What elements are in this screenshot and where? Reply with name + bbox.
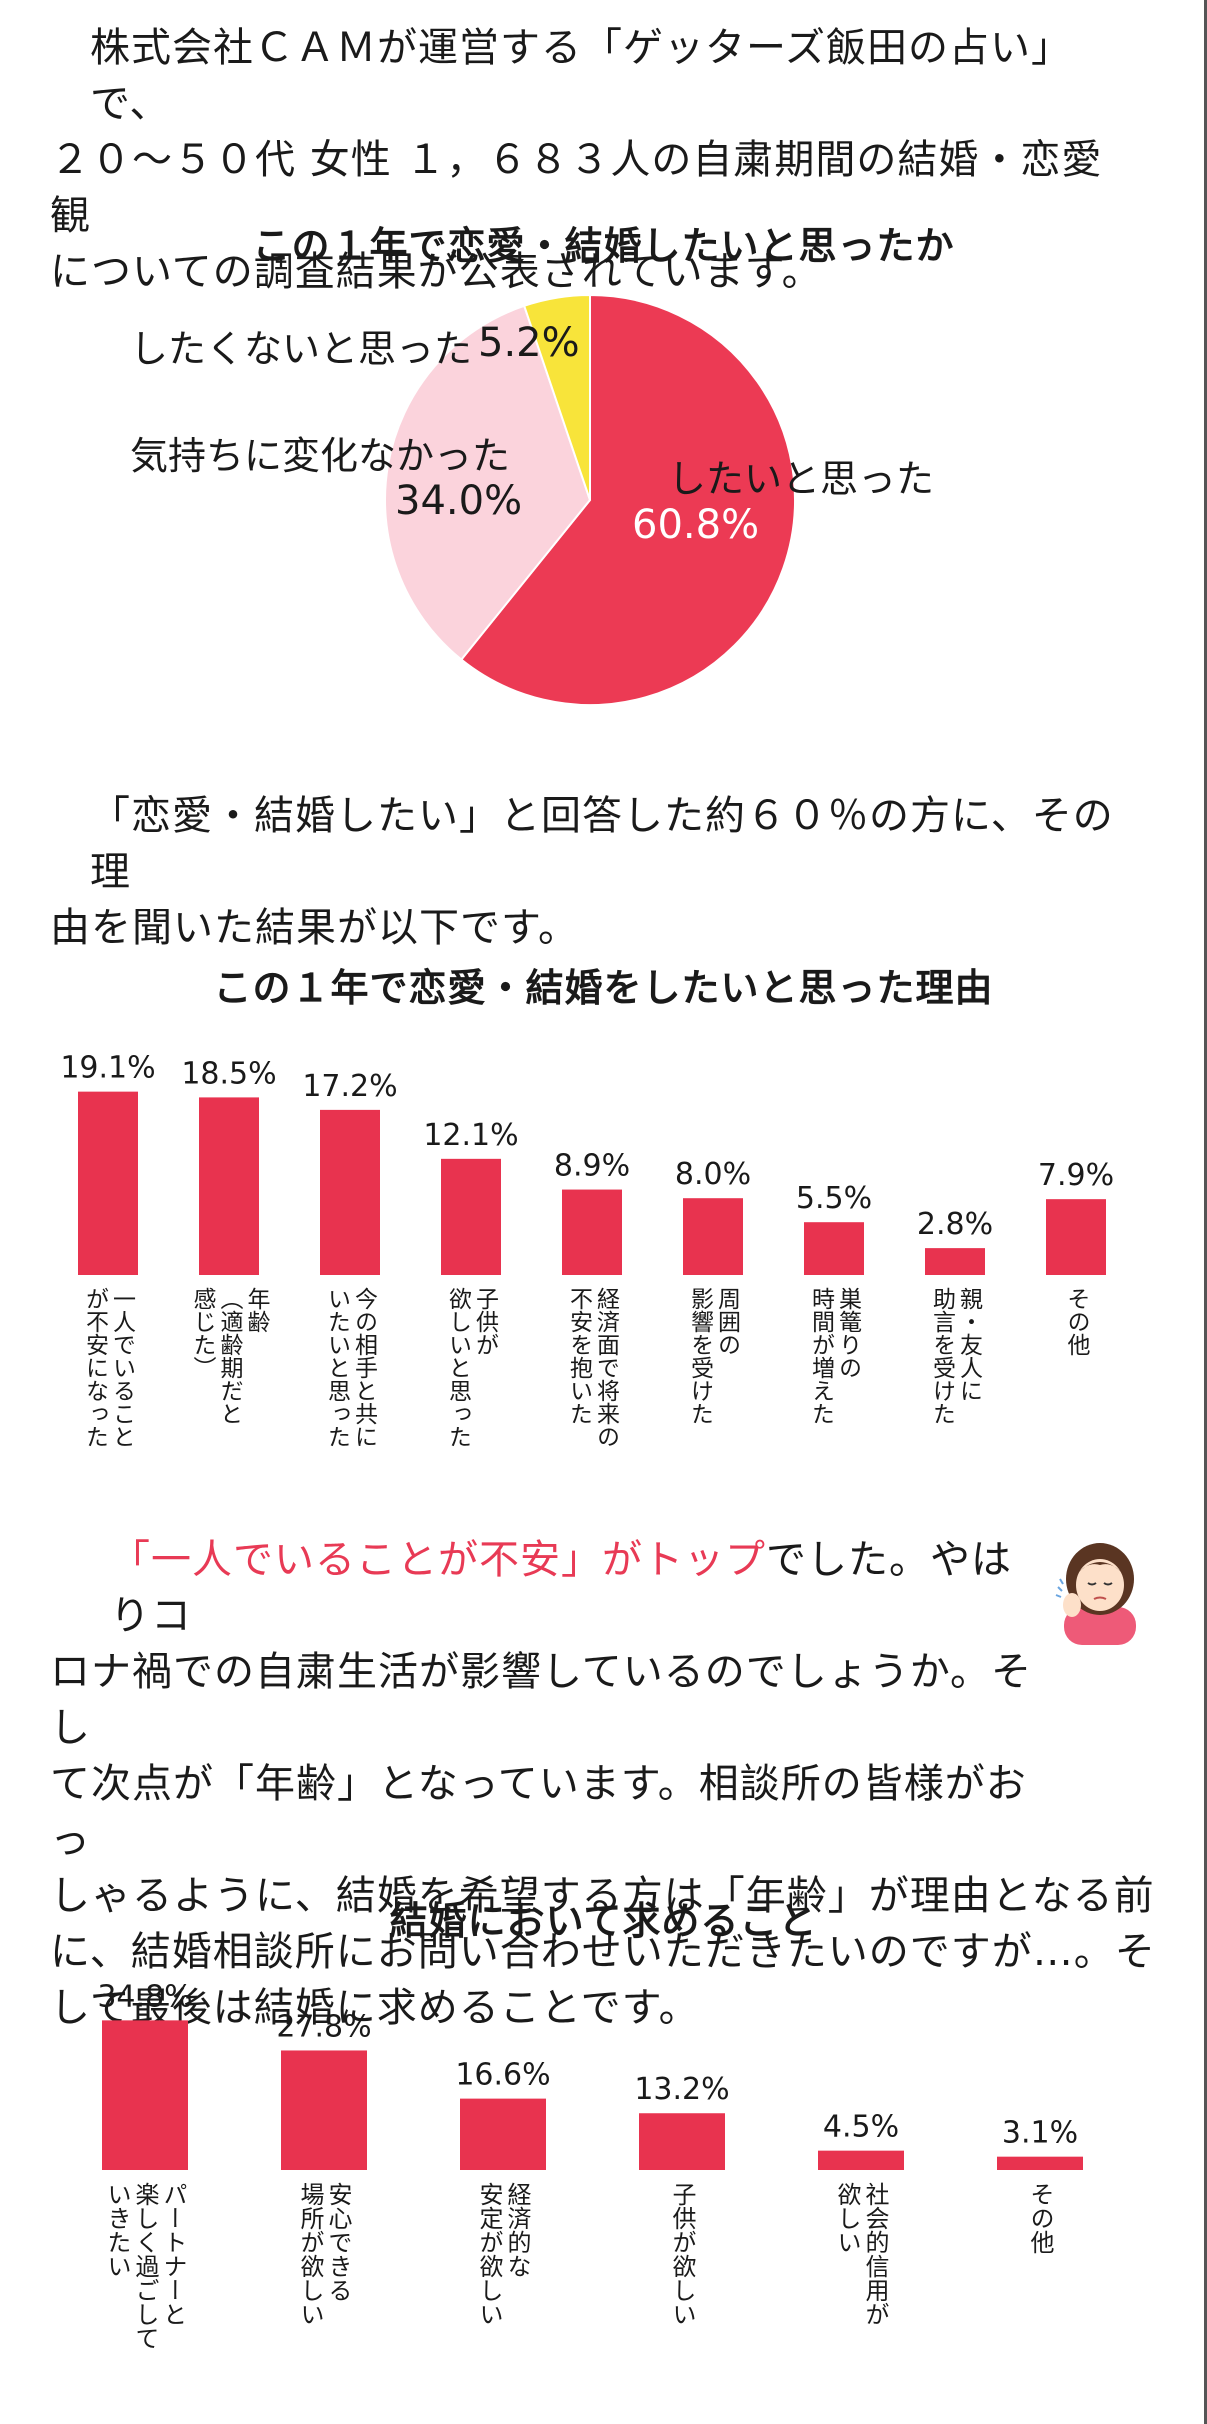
reasons-chart-title: この１年で恋愛・結婚をしたいと思った理由 [213, 966, 994, 1010]
wants-category-label-1-line-1: 場所が欲しい [296, 2182, 324, 2326]
wants-value-label-0: 34.8% [97, 1979, 192, 2014]
wants-category-label-0-line-2: いきたい [103, 2182, 131, 2278]
middle-paragraph: 「恋愛・結婚したい」と回答した約６０％の方に、その理 由を聞いた結果が以下です。 [50, 788, 1130, 956]
pie-chart-title: この１年で恋愛・結婚したいと思ったか [252, 224, 955, 268]
reasons-category-label-6-line-0: 巣篭りの [835, 1287, 863, 1379]
wants-category-label-3-line-0: 子供が欲しい [668, 2182, 696, 2326]
reasons-category-label-0-line-0: 一人でいること [109, 1287, 137, 1448]
wants-bar-2 [460, 2098, 546, 2170]
wants-bar-5 [997, 2156, 1083, 2170]
pie-label-unchanged: 気持ちに変化なかった [130, 434, 511, 478]
comment-line-5: に、結婚相談所にお問い合わせいただきたいのですが…。そ [50, 1929, 1156, 1975]
wants-category-label-0-line-1: 楽しく過ごして [131, 2182, 159, 2350]
wants-chart-title: 結婚において求めること [389, 1899, 818, 1943]
pie-slice-2 [522, 293, 591, 501]
reasons-value-label-5: 8.0% [675, 1157, 751, 1192]
reasons-value-label-3: 12.1% [423, 1118, 518, 1153]
pie-value-yes: 60.8% [632, 502, 760, 548]
reasons-value-label-0: 19.1% [60, 1051, 155, 1086]
wants-value-label-4: 4.5% [823, 2110, 899, 2145]
reasons-category-label-7-line-1: 助言を受けた [929, 1287, 957, 1425]
reasons-category-label-8-line-0: その他 [1063, 1287, 1091, 1356]
pie-label-yes: したいと思った [668, 457, 935, 501]
reasons-bar-5 [683, 1198, 743, 1275]
reasons-category-label-2-line-1: いたいと思った [324, 1287, 351, 1448]
wants-value-label-2: 16.6% [455, 2058, 550, 2093]
wants-value-label-3: 13.2% [634, 2072, 729, 2107]
reasons-category-label-1-line-1: （適齢期だと [216, 1287, 244, 1425]
wants-value-label-5: 3.1% [1002, 2116, 1078, 2151]
reasons-value-label-6: 5.5% [796, 1181, 872, 1216]
wants-category-label-5-line-0: その他 [1026, 2182, 1054, 2254]
pie-slice-0 [459, 293, 796, 706]
reasons-value-label-7: 2.8% [917, 1207, 993, 1242]
reasons-value-label-4: 8.9% [554, 1149, 630, 1184]
reasons-category-label-1-line-2: 感じた） [189, 1287, 217, 1379]
reasons-bar-8 [1046, 1199, 1106, 1275]
comment-line-1: 「一人でいることが不安」がトップでした。やはりコ [50, 1532, 1050, 1644]
intro-paragraph: 株式会社ＣＡＭが運営する「ゲッターズ飯田の占い」で、 ２０～５０代 女性 １，６… [50, 20, 1130, 300]
reasons-category-label-1-line-0: 年齢 [243, 1287, 270, 1333]
comment-line-4: しゃるように、結婚を希望する方は「年齢」が理由となる前 [50, 1873, 1155, 1919]
wants-value-label-1: 27.8% [276, 2009, 371, 2044]
reasons-category-label-6-line-1: 時間が増えた [808, 1287, 836, 1425]
wants-category-label-0-line-0: パートナーと [159, 2182, 187, 2326]
reasons-bar-0 [78, 1091, 138, 1275]
comment-line-1-rest: でした。やはりコ [110, 1537, 1012, 1639]
reasons-category-label-2-line-0: 今の相手と共に [351, 1287, 379, 1448]
page-border [1204, 0, 1207, 2424]
reasons-value-label-2: 17.2% [302, 1069, 397, 1104]
reasons-bar-2 [320, 1109, 380, 1275]
pie-label-no: したくないと思った [130, 327, 473, 371]
reasons-bar-3 [441, 1158, 501, 1275]
reasons-category-label-4-line-0: 経済面で将来の [593, 1287, 621, 1448]
comment-paragraph: 「一人でいることが不安」がトップでした。やはりコ ロナ禍での自粛生活が影響してい… [50, 1532, 1155, 2036]
reasons-value-label-8: 7.9% [1038, 1158, 1114, 1193]
pie-slice-1 [384, 304, 592, 661]
reasons-category-label-3-line-1: 欲しいと思った [445, 1287, 473, 1448]
reasons-value-label-1: 18.5% [181, 1056, 276, 1091]
middle-line-2: 由を聞いた結果が以下です。 [50, 905, 579, 951]
reasons-category-label-4-line-1: 不安を抱いた [566, 1287, 594, 1425]
worried-woman-icon [1055, 1543, 1136, 1645]
reasons-bar-4 [562, 1189, 622, 1275]
wants-category-label-1-line-0: 安心できる [324, 2182, 352, 2302]
wants-category-label-4-line-1: 欲しい [833, 2182, 861, 2254]
wants-category-label-2-line-0: 経済的な [503, 2182, 531, 2278]
reasons-category-label-5-line-1: 影響を受けた [687, 1287, 714, 1425]
wants-bar-4 [818, 2150, 904, 2170]
intro-line-1: 株式会社ＣＡＭが運営する「ゲッターズ飯田の占い」で、 [90, 25, 1072, 127]
wants-category-label-4-line-0: 社会的信用が [861, 2182, 889, 2326]
pie-value-unchanged: 34.0% [395, 478, 523, 524]
wants-category-label-2-line-1: 安定が欲しい [475, 2182, 503, 2326]
intro-line-2: ２０～５０代 女性 １，６８３人の自粛期間の結婚・恋愛観 [50, 137, 1103, 239]
wants-bar-1 [281, 2050, 367, 2170]
reasons-bar-7 [925, 1248, 985, 1275]
reasons-category-label-7-line-0: 親・友人に [956, 1287, 984, 1402]
wants-bar-3 [639, 2113, 725, 2170]
reasons-bar-6 [804, 1222, 864, 1275]
comment-highlight: 「一人でいることが不安」がトップ [110, 1537, 766, 1583]
comment-line-2: ロナ禍での自粛生活が影響しているのでしょうか。そし [50, 1649, 1032, 1751]
wants-bar-0 [102, 2020, 188, 2170]
reasons-category-label-0-line-1: が不安になった [82, 1287, 109, 1448]
reasons-category-label-3-line-0: 子供が [472, 1287, 500, 1356]
reasons-category-label-5-line-0: 周囲の [714, 1287, 742, 1356]
comment-line-3: て次点が「年齢」となっています。相談所の皆様がおっ [50, 1761, 1027, 1863]
pie-chart [384, 293, 796, 706]
reasons-bar-1 [199, 1097, 259, 1275]
pie-value-no: 5.2% [478, 320, 580, 366]
middle-line-1: 「恋愛・結婚したい」と回答した約６０％の方に、その理 [90, 793, 1114, 895]
intro-line-3: についての調査結果が公表されています。 [50, 249, 823, 295]
